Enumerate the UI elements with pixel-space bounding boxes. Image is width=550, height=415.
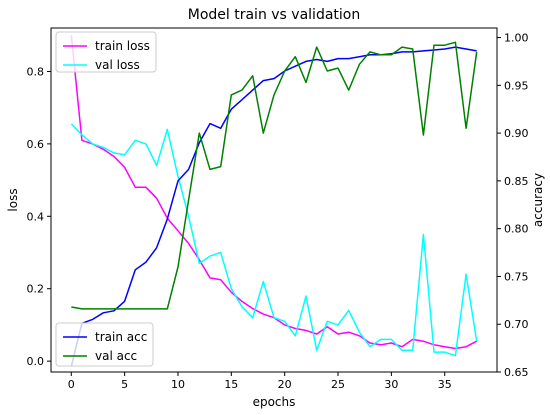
x-tick-label: 5 bbox=[121, 378, 128, 391]
legend-loss: train loss val loss bbox=[55, 31, 157, 73]
y-left-tick-label: 0.8 bbox=[27, 65, 45, 78]
y-right-tick-label: 0.90 bbox=[504, 127, 529, 140]
series-line-val-loss bbox=[70, 123, 478, 357]
x-tick-label: 25 bbox=[331, 378, 345, 391]
chart-title: Model train vs validation bbox=[188, 7, 360, 23]
y-axis-right-label: accuracy bbox=[531, 173, 545, 227]
series-line-train-acc bbox=[70, 46, 477, 367]
legend-label: val acc bbox=[95, 349, 137, 363]
plot-frame bbox=[50, 27, 498, 373]
y-right-tick-label: 0.85 bbox=[504, 175, 529, 188]
x-axis-label: epochs bbox=[253, 395, 296, 409]
axes-layer: 0 5 10 15 20 25 30 35 0.0 0.2 0.4 0.6 0.8 0.65 0.70 0.7… bbox=[27, 27, 529, 391]
legend-label: train loss bbox=[95, 39, 150, 53]
legend-label: train acc bbox=[95, 330, 147, 344]
series-layer bbox=[70, 35, 478, 367]
y-right-tick-label: 1.00 bbox=[504, 32, 529, 45]
x-tick-label: 15 bbox=[224, 378, 238, 391]
x-tick-label: 0 bbox=[68, 378, 75, 391]
x-tick-label: 35 bbox=[438, 378, 452, 391]
y-right-tick-label: 0.65 bbox=[504, 366, 529, 379]
y-left-tick-label: 0.4 bbox=[27, 210, 45, 223]
legend-label: val loss bbox=[95, 58, 140, 72]
legend-loss-frame bbox=[55, 31, 157, 73]
y-right-tick-label: 0.75 bbox=[504, 270, 529, 283]
x-tick-label: 30 bbox=[384, 378, 398, 391]
legend-acc: train acc val acc bbox=[55, 322, 154, 367]
y-right-tick-label: 0.70 bbox=[504, 318, 529, 331]
series-line-val-acc bbox=[71, 41, 478, 310]
y-axis-left-label: loss bbox=[6, 188, 20, 211]
y-left-tick-label: 0.0 bbox=[27, 355, 45, 368]
y-right-tick-label: 0.80 bbox=[504, 223, 529, 236]
y-left-tick-label: 0.6 bbox=[27, 138, 45, 151]
legend-layer: train loss val loss train acc val acc bbox=[55, 31, 157, 367]
x-tick-label: 20 bbox=[278, 378, 292, 391]
y-left-tick-label: 0.2 bbox=[27, 283, 45, 296]
y-right-tick-label: 0.95 bbox=[504, 79, 529, 92]
x-tick-label: 10 bbox=[171, 378, 185, 391]
